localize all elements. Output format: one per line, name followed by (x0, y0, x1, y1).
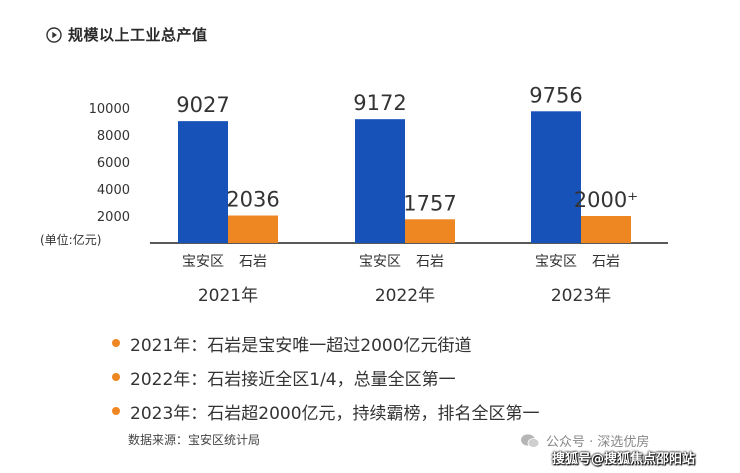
bar-value-label: 9027 (176, 93, 229, 117)
chart-header: 规模以上工业总产值 (46, 24, 208, 45)
y-tick-label: 6000 (97, 156, 130, 171)
year-label: 2021年 (198, 286, 258, 306)
chart-title: 规模以上工业总产值 (68, 26, 208, 44)
bullet-dot-icon (112, 407, 120, 415)
wechat-icon (521, 433, 540, 448)
play-circle-icon (46, 26, 62, 43)
bar-value-label: 2036 (226, 188, 279, 212)
bullet-dot-icon (112, 373, 120, 381)
bar-shiyan (581, 216, 631, 243)
category-label: 宝安区 (359, 254, 401, 270)
bar-chart: 2000 4000 6000 8000 10000 (单位:亿元) 9027 宝安区 2036 石… (40, 83, 668, 306)
y-tick-label: 10000 (89, 102, 130, 117)
watermark: 搜狐号@搜狐焦点邵阳站 (552, 452, 696, 467)
bar-value-label: 9756 (529, 83, 582, 107)
bullet-text: 2021年：石岩是宝安唯一超过2000亿元街道 (130, 335, 472, 356)
bar-shiyan (228, 215, 278, 243)
bullet-item: 2022年：石岩接近全区1/4，总量全区第一 (112, 360, 540, 394)
y-tick-label: 2000 (97, 210, 130, 225)
category-label: 宝安区 (182, 254, 224, 270)
bar-baoan (355, 119, 405, 243)
bullet-text: 2023年：石岩超2000亿元，持续霸榜，排名全区第一 (130, 403, 540, 424)
y-tick-label: 4000 (97, 183, 130, 198)
bar-value-label: 1757 (403, 191, 456, 215)
y-tick-label: 8000 (97, 129, 130, 144)
category-label: 石岩 (416, 254, 444, 270)
bar-baoan (178, 121, 228, 243)
bullet-dot-icon (112, 339, 120, 347)
bar-shiyan (405, 219, 455, 243)
category-label: 石岩 (239, 254, 267, 270)
bar-baoan (531, 111, 581, 243)
year-label: 2023年 (551, 286, 611, 306)
category-label: 石岩 (592, 254, 620, 270)
bar-value-label: 2000⁺ (574, 188, 639, 212)
bullet-item: 2021年：石岩是宝安唯一超过2000亿元街道 (112, 326, 540, 360)
data-source: 数据来源：宝安区统计局 (128, 433, 261, 447)
bullet-item: 2023年：石岩超2000亿元，持续霸榜，排名全区第一 (112, 394, 540, 428)
wechat-account-name: 公众号 · 深选优房 (546, 435, 650, 450)
bullet-list: 2021年：石岩是宝安唯一超过2000亿元街道 2022年：石岩接近全区1/4，… (112, 326, 540, 428)
bullet-text: 2022年：石岩接近全区1/4，总量全区第一 (130, 369, 456, 390)
bar-value-label: 9172 (353, 91, 406, 115)
y-axis-unit-label: (单位:亿元) (40, 232, 101, 247)
year-label: 2022年 (375, 286, 435, 306)
wechat-account: 公众号 · 深选优房 (520, 431, 649, 450)
category-label: 宝安区 (535, 254, 577, 270)
